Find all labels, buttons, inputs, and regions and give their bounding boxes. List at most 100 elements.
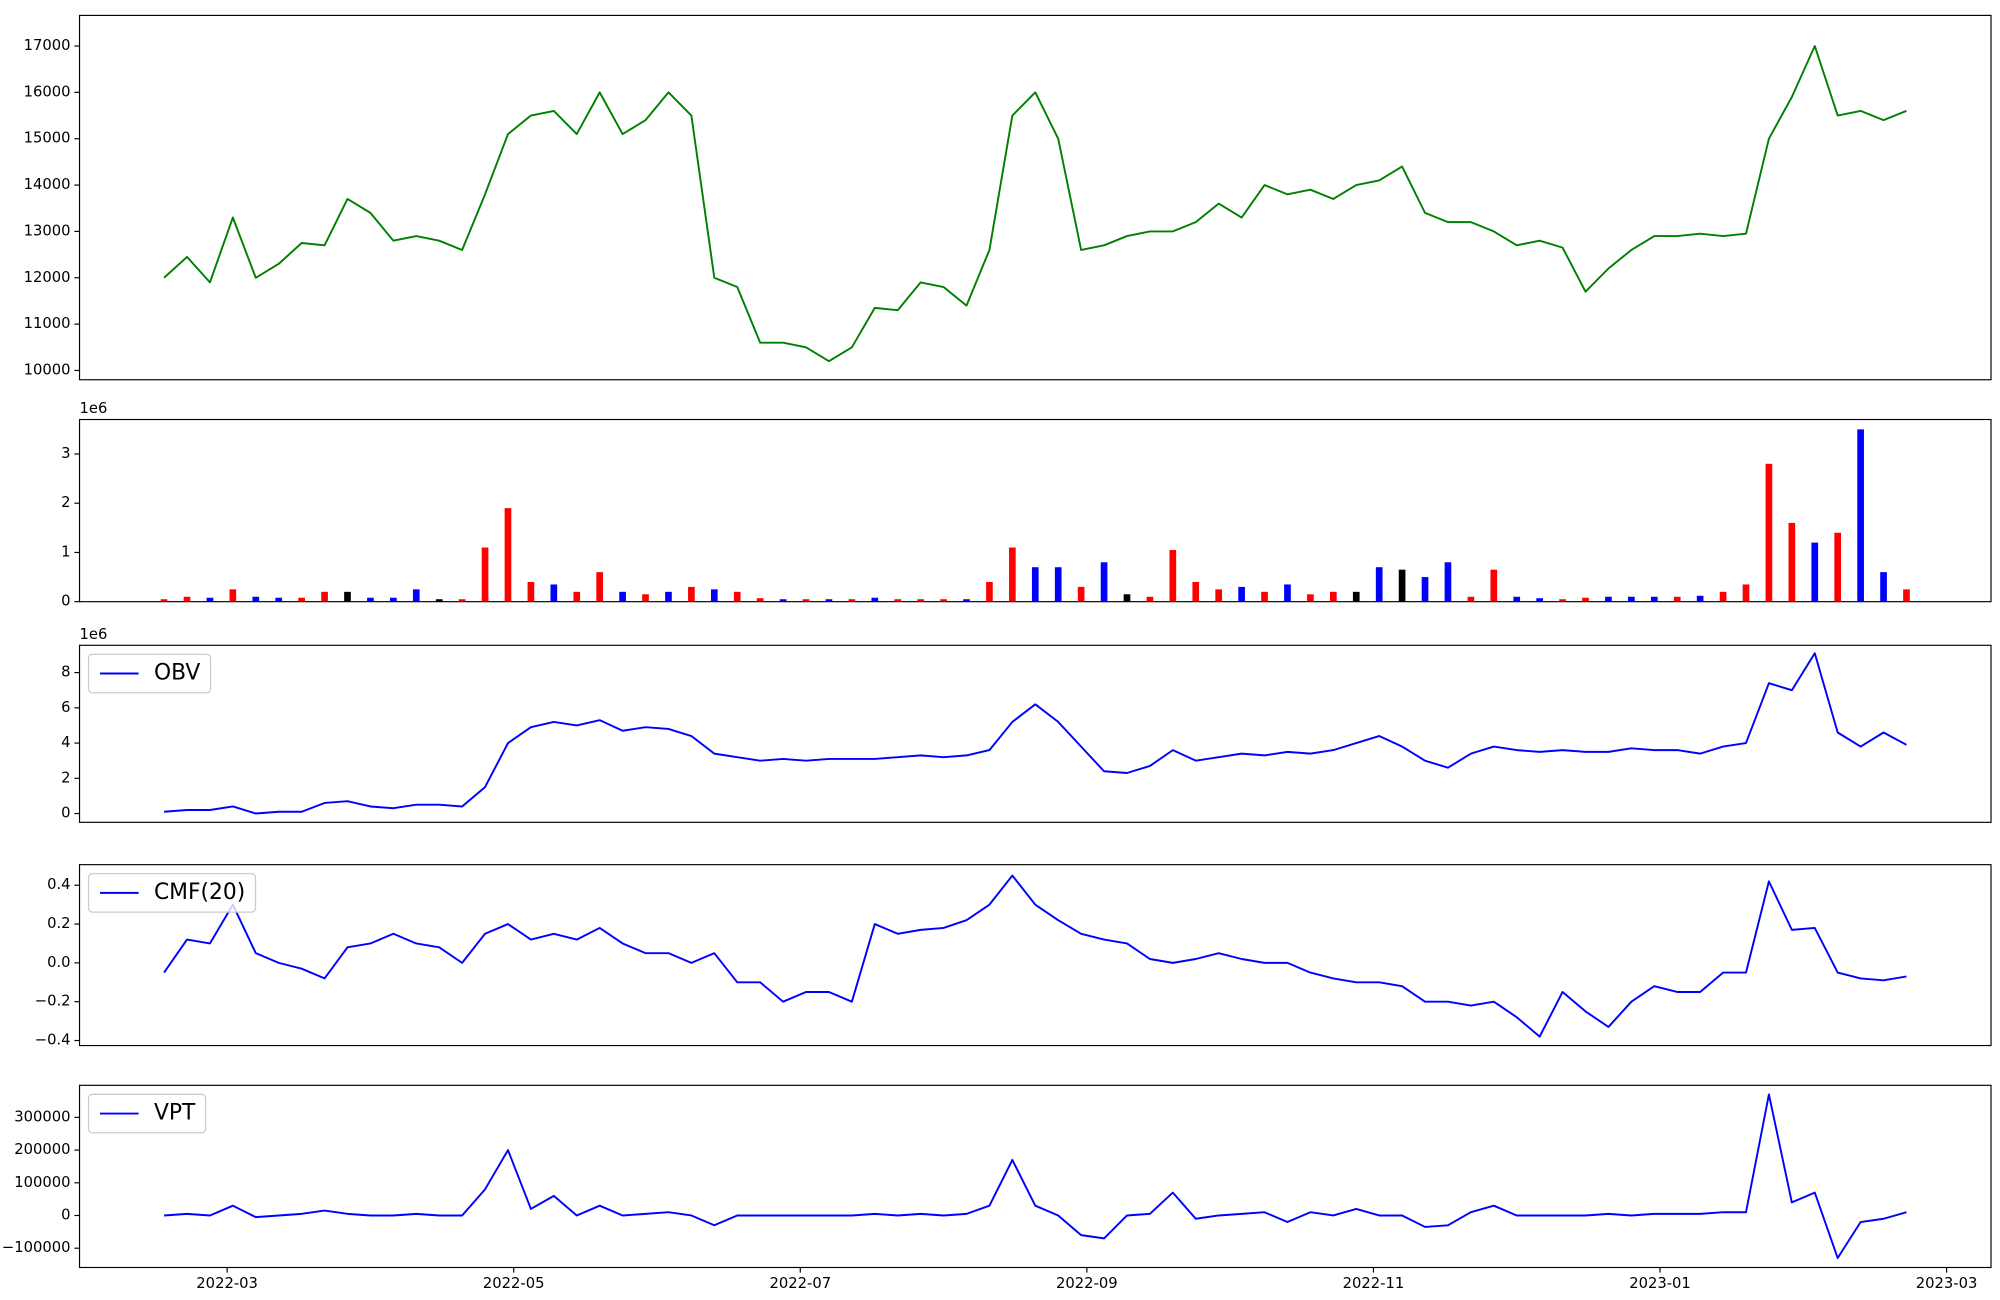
bar (1559, 599, 1566, 602)
line-series (164, 652, 1907, 815)
bar (963, 599, 970, 602)
bar (1261, 591, 1268, 602)
bar (1421, 577, 1429, 602)
bar (1284, 584, 1291, 602)
bar (779, 599, 787, 602)
bar (229, 589, 237, 602)
bar (435, 599, 443, 602)
x-tick-label: 2023-01 (1629, 1275, 1691, 1292)
bar (1857, 429, 1864, 602)
y-tick-label: −0.4 (35, 1032, 71, 1049)
legend: CMF(20) (87, 873, 257, 913)
panel: −0.4 −0.2 0.0 0.2 0.4 CMF(20) (35, 864, 1992, 1049)
bar (390, 597, 397, 602)
bar (1169, 549, 1177, 602)
legend: OBV (87, 653, 212, 694)
bar (1077, 586, 1085, 602)
y-tick-label: 8 (61, 664, 70, 681)
bar (1329, 591, 1337, 602)
y-tick-label: 0.4 (47, 876, 70, 893)
y-tick-label: −100000 (2, 1239, 71, 1256)
axes-frame (78, 864, 1992, 1047)
bar (710, 589, 718, 602)
bar (756, 598, 764, 602)
legend: VPT (87, 1093, 207, 1134)
x-tick-label: 2023-03 (1916, 1275, 1978, 1292)
x-tick-label: 2022-09 (1056, 1275, 1118, 1292)
bar (825, 599, 833, 602)
panel: 0 2 4 6 8 1e6 OBV (61, 626, 1992, 823)
y-tick-label: 0 (61, 1206, 70, 1223)
bar (894, 599, 902, 602)
bar (1811, 542, 1819, 602)
bar (1215, 589, 1223, 602)
bar (298, 597, 305, 602)
bar (1719, 591, 1727, 602)
legend-box (87, 1093, 207, 1134)
y-tick-label: 300000 (14, 1108, 70, 1125)
bar (344, 591, 351, 602)
bar (871, 597, 879, 602)
legend-label: CMF(20) (154, 880, 245, 905)
panel: 10000 11000 12000 13000 14000 15000 16000 17000 (24, 14, 1992, 381)
bar (160, 599, 168, 602)
bar (917, 599, 924, 602)
y-tick-label: 0.0 (47, 954, 70, 971)
bar (1765, 463, 1773, 602)
bar (1375, 567, 1383, 602)
y-tick-label: 0.2 (47, 915, 70, 932)
y-offset-label: 1e6 (80, 400, 108, 417)
bar (1903, 589, 1910, 602)
y-tick-label: 11000 (24, 315, 71, 332)
x-tick-label: 2022-07 (769, 1275, 831, 1292)
bar (986, 581, 993, 602)
bar (1123, 594, 1131, 602)
y-tick-label: 3 (61, 445, 70, 462)
y-tick-label: 14000 (24, 176, 71, 193)
bar (665, 591, 672, 602)
bar (1536, 598, 1543, 602)
bar (1605, 596, 1612, 602)
bar (1788, 522, 1796, 602)
bar (848, 599, 856, 602)
legend-box (87, 653, 212, 694)
y-tick-label: 17000 (24, 37, 71, 54)
bar (206, 597, 214, 602)
bar (733, 591, 741, 602)
y-tick-label: 6 (61, 699, 70, 716)
y-tick-label: 12000 (24, 269, 71, 286)
bar (1880, 572, 1887, 602)
legend-box (87, 873, 257, 913)
bar (1146, 596, 1154, 602)
bar (688, 586, 695, 602)
line-series (164, 1093, 1907, 1259)
bar (596, 572, 604, 602)
line-series (163, 45, 1907, 363)
bar (1582, 597, 1589, 602)
bar (1696, 595, 1704, 602)
y-tick-label: 0 (61, 593, 70, 610)
panel: −100000 0 100000 200000 300000 2022-03 2022-05… (2, 1084, 1992, 1292)
axes-frame (78, 644, 1992, 823)
bar (1742, 584, 1750, 602)
bar (802, 599, 810, 602)
bar (1031, 567, 1039, 602)
x-tick-label: 2022-11 (1343, 1275, 1405, 1292)
bar (1352, 591, 1360, 602)
bar (1467, 596, 1475, 602)
bar (619, 591, 626, 602)
y-tick-label: 1 (61, 543, 70, 560)
bar (481, 547, 489, 602)
y-offset-label: 1e6 (80, 626, 108, 643)
bar (252, 596, 260, 602)
bar (940, 599, 947, 602)
bar (1238, 586, 1245, 602)
y-tick-label: 16000 (24, 83, 71, 100)
bar (1650, 596, 1658, 602)
line-series (163, 874, 1907, 1038)
y-tick-label: 200000 (14, 1141, 70, 1158)
bar (527, 581, 535, 602)
bar (550, 584, 558, 602)
axes-frame (78, 14, 1992, 381)
